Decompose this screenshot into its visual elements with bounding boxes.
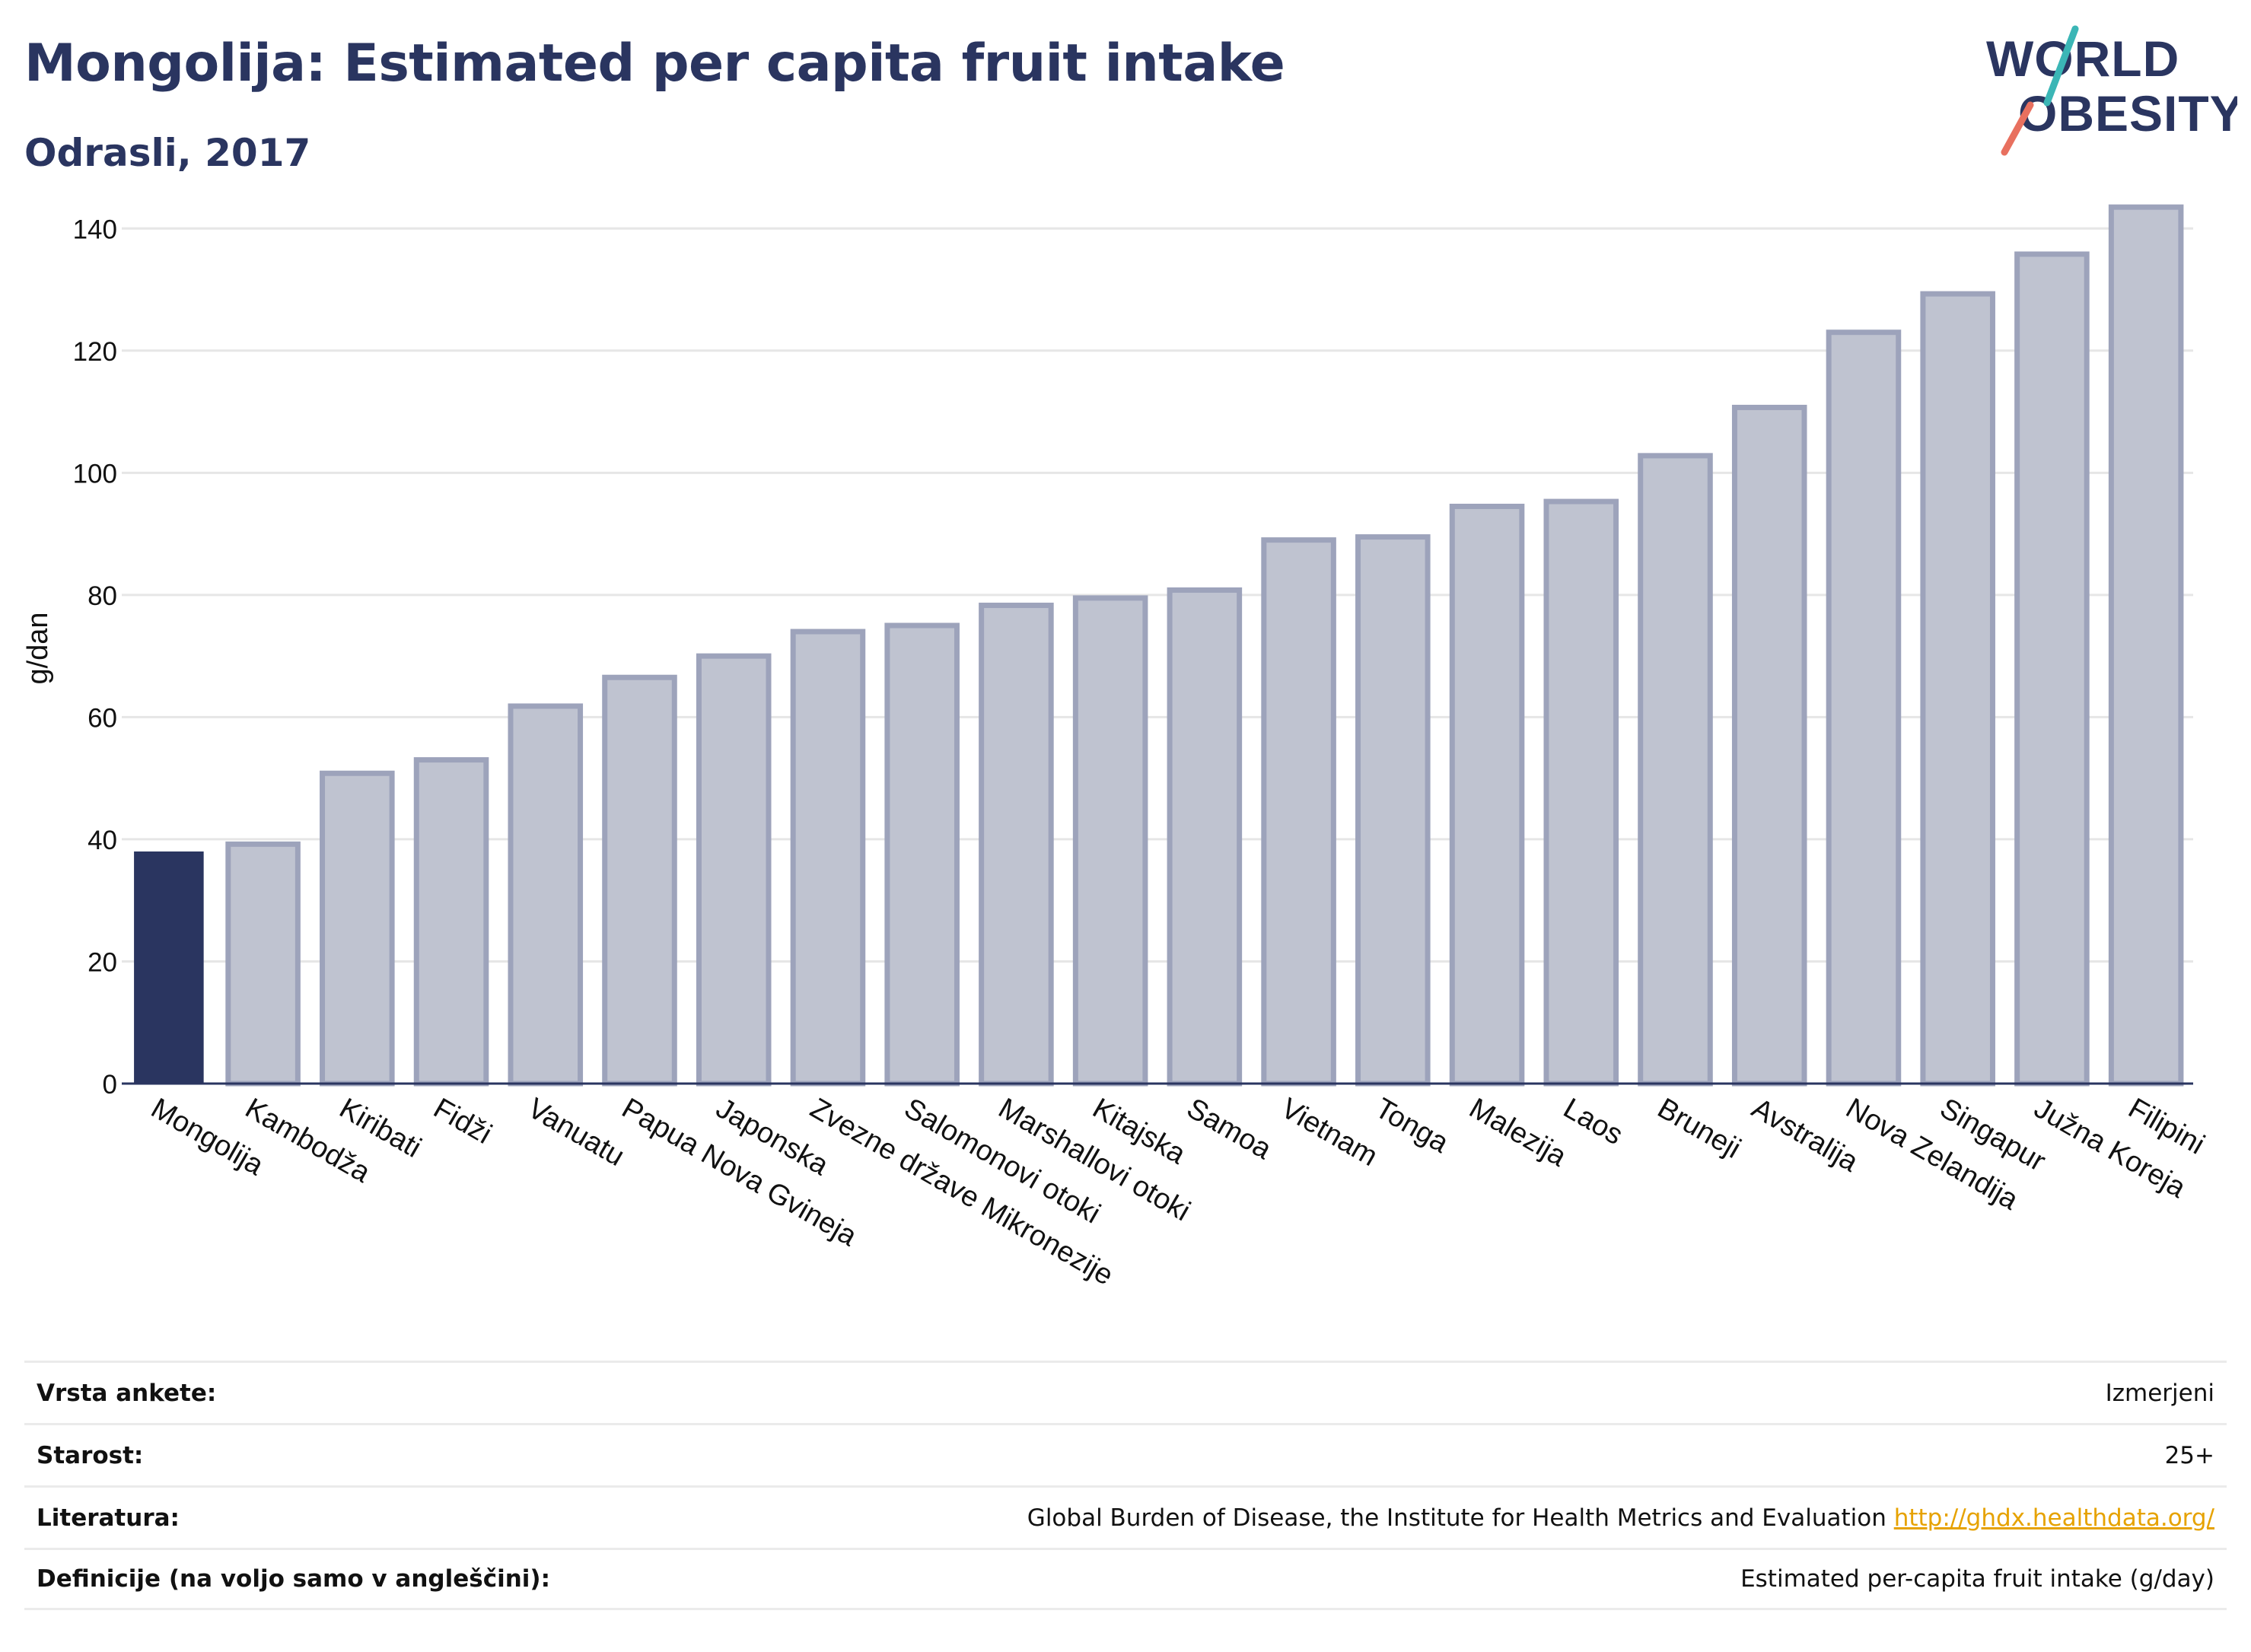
bar xyxy=(696,653,772,1087)
bar xyxy=(979,603,1054,1087)
meta-row-definitions: Definicije (na voljo samo v angleščini):… xyxy=(24,1548,2227,1610)
meta-label: Literatura: xyxy=(37,1504,180,1532)
x-tick-label: Avstralija xyxy=(1746,1092,1864,1179)
bar xyxy=(602,674,677,1087)
bar xyxy=(1638,453,1713,1087)
y-tick-label: 140 xyxy=(73,215,117,244)
y-tick-label: 100 xyxy=(73,459,117,489)
bar xyxy=(2014,251,2090,1087)
world-obesity-logo: WORLD OBESITY xyxy=(1986,25,2237,156)
x-tick-label: Malezija xyxy=(1464,1092,1572,1173)
logo-line1: WORLD xyxy=(1986,30,2179,87)
meta-label: Definicije (na voljo samo v angleščini): xyxy=(37,1565,550,1593)
bar xyxy=(134,851,204,1084)
meta-row-survey-type: Vrsta ankete: Izmerjeni xyxy=(24,1361,2227,1423)
bar xyxy=(413,757,489,1087)
reference-link[interactable]: http://ghdx.healthdata.org/ xyxy=(1893,1504,2214,1532)
chart-title: Mongolija: Estimated per capita fruit in… xyxy=(24,33,1285,94)
logo-line2: OBESITY xyxy=(2018,85,2237,142)
meta-row-references: Literatura: Global Burden of Disease, th… xyxy=(24,1485,2227,1548)
bar xyxy=(1261,537,1336,1087)
meta-label: Starost: xyxy=(37,1441,144,1469)
x-tick-label: Bruneji xyxy=(1652,1092,1746,1165)
y-tick-label: 60 xyxy=(88,703,117,733)
x-tick-label: Vietnam xyxy=(1275,1092,1383,1173)
y-axis-label: g/dan xyxy=(22,612,54,684)
bar xyxy=(225,841,301,1087)
meta-value: Estimated per-capita fruit intake (g/day… xyxy=(1740,1565,2214,1593)
y-tick-label: 80 xyxy=(88,581,117,611)
y-tick-label: 120 xyxy=(73,337,117,367)
bar xyxy=(1920,291,1995,1087)
bar xyxy=(508,703,584,1087)
chart-subtitle: Odrasli, 2017 xyxy=(24,131,311,175)
meta-row-age: Starost: 25+ xyxy=(24,1423,2227,1485)
x-tick-label: Vanuatu xyxy=(522,1092,629,1173)
logo-coral-slash xyxy=(2001,101,2034,156)
bar xyxy=(2108,204,2184,1087)
y-tick-label: 0 xyxy=(103,1070,117,1100)
y-tick-label: 40 xyxy=(88,826,117,855)
x-tick-label: Fidži xyxy=(428,1092,497,1150)
x-tick-label: Tonga xyxy=(1370,1092,1454,1160)
bar xyxy=(884,622,960,1087)
meta-value: Izmerjeni xyxy=(2105,1379,2214,1407)
logo-teal-slash xyxy=(2043,25,2079,107)
meta-value: 25+ xyxy=(2164,1441,2214,1469)
bar xyxy=(1167,587,1243,1087)
bar xyxy=(790,629,866,1087)
bar xyxy=(1072,595,1148,1087)
meta-value: Global Burden of Disease, the Institute … xyxy=(1027,1504,1886,1532)
bar xyxy=(1543,498,1619,1087)
bars xyxy=(134,204,2184,1087)
bar xyxy=(1826,329,1902,1087)
metadata-table: Vrsta ankete: Izmerjeni Starost: 25+ Lit… xyxy=(24,1361,2227,1610)
bar xyxy=(320,770,395,1087)
y-tick-label: 20 xyxy=(88,947,117,977)
x-tick-label: Samoa xyxy=(1181,1092,1277,1166)
meta-value-group: Global Burden of Disease, the Institute … xyxy=(1027,1504,2214,1532)
x-tick-label: Laos xyxy=(1558,1092,1628,1151)
bar xyxy=(1355,534,1431,1087)
y-axis-ticks: 0 20 40 60 80 100 120 140 xyxy=(73,215,117,1100)
bar xyxy=(1449,503,1525,1087)
bar xyxy=(1731,404,1807,1087)
meta-label: Vrsta ankete: xyxy=(37,1379,217,1407)
